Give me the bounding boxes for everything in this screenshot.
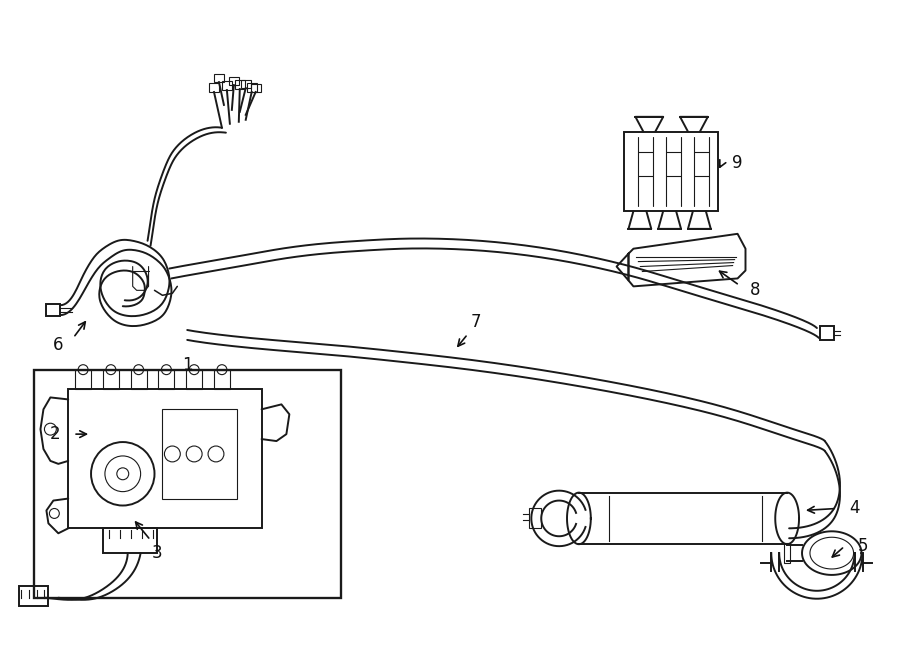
Text: 6: 6 (53, 336, 64, 354)
Bar (784, 543, 790, 563)
Bar (158, 369, 175, 389)
Text: 9: 9 (733, 155, 742, 173)
Bar (529, 508, 541, 528)
Bar (130, 369, 147, 389)
Bar (47, 304, 60, 316)
Text: 1: 1 (182, 356, 193, 373)
Bar (209, 83, 219, 92)
Bar (103, 528, 158, 553)
Bar (19, 586, 49, 605)
Text: 3: 3 (152, 544, 163, 562)
Text: 2: 2 (50, 425, 60, 443)
Bar (214, 369, 230, 389)
Bar (68, 389, 262, 528)
Bar (103, 369, 119, 389)
Bar (247, 83, 256, 92)
Text: 4: 4 (850, 500, 859, 518)
Bar (214, 74, 224, 82)
Bar (229, 77, 238, 85)
Bar (624, 132, 717, 211)
Bar (235, 80, 245, 89)
Text: 7: 7 (471, 313, 481, 331)
Bar (222, 81, 232, 90)
Bar (33, 369, 341, 598)
Bar (251, 84, 261, 92)
Bar (241, 80, 251, 88)
Bar (162, 409, 237, 498)
Text: 5: 5 (858, 537, 868, 555)
Text: 8: 8 (751, 282, 760, 299)
Bar (186, 369, 202, 389)
Bar (76, 369, 91, 389)
Bar (820, 326, 833, 340)
